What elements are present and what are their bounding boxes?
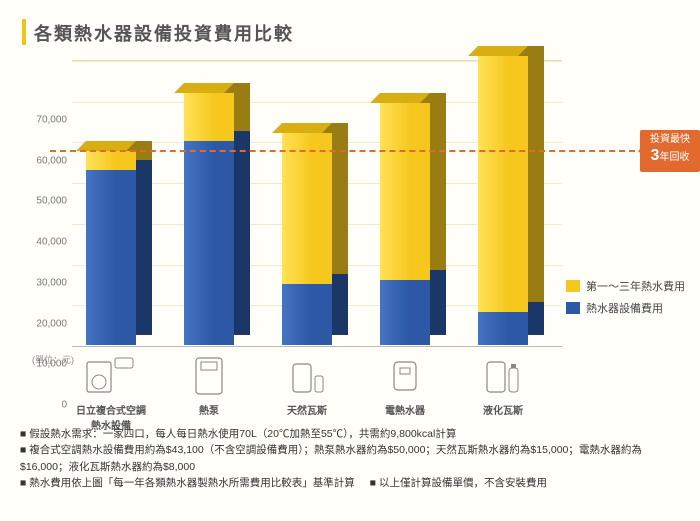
title-accent <box>22 19 26 45</box>
gas-cylinder-icon <box>267 356 347 401</box>
legend-item: 熱水器設備費用 <box>566 300 685 316</box>
footnotes: 假設熱水需求：一家四口，每人每日熱水使用70L（20℃加熱至55℃），共需約9,… <box>20 426 680 491</box>
x-axis <box>72 346 562 347</box>
note-3: 熱水費用依上圖「每一年各類熱水器製熱水所需費用比較表」基準計算 <box>20 477 355 489</box>
y-tick-label: 10,000 <box>22 359 67 370</box>
electric-heater-icon <box>365 356 445 399</box>
chart: 日立複合式空調熱水設備熱泵天然瓦斯電熱水器液化瓦斯 (單位：元) 010,000… <box>22 60 562 390</box>
y-tick-label: 20,000 <box>22 318 67 329</box>
bar <box>86 151 150 345</box>
legend-item: 第一～三年熱水費用 <box>566 278 685 294</box>
heat-pump-icon <box>169 356 249 401</box>
reference-line <box>50 150 645 152</box>
ac-outdoor+indoor-icon <box>71 356 151 401</box>
note-1: 假設熱水需求：一家四口，每人每日熱水使用70L（20℃加熱至55℃），共需約9,… <box>20 426 680 442</box>
bar <box>380 103 444 345</box>
y-tick-label: 70,000 <box>22 115 67 126</box>
device-icons-row <box>72 356 562 400</box>
ref-top: 投資最快 <box>650 134 690 145</box>
bar <box>478 56 542 345</box>
y-tick-label: 0 <box>22 400 67 411</box>
legend-label: 第一～三年熱水費用 <box>586 278 685 294</box>
plot-area <box>72 60 562 345</box>
legend-label: 熱水器設備費用 <box>586 300 663 316</box>
note-2: 複合式空調熱水設備費用約為$43,100（不含空調設備費用）；熱泵熱水器約為$5… <box>20 442 680 475</box>
x-label: 天然瓦斯 <box>267 402 347 417</box>
legend-swatch-blue <box>566 302 580 314</box>
legend-swatch-yellow <box>566 280 580 292</box>
y-tick-label: 50,000 <box>22 196 67 207</box>
note-4: 以上僅計算設備單價，不含安裝費用 <box>370 477 547 489</box>
y-tick-label: 30,000 <box>22 277 67 288</box>
x-label: 電熱水器 <box>365 402 445 417</box>
page-title: 各類熱水器設備投資費用比較 <box>34 20 294 46</box>
ref-bot: 年回收 <box>659 152 689 163</box>
reference-callout: 投資最快 3年回收 <box>640 130 700 172</box>
x-label: 熱泵 <box>169 402 249 417</box>
y-tick-label: 40,000 <box>22 237 67 248</box>
y-tick-label: 60,000 <box>22 155 67 166</box>
bar <box>282 133 346 345</box>
x-label: 液化瓦斯 <box>463 402 543 417</box>
lpg-cylinder-icon <box>463 356 543 401</box>
bar <box>184 93 248 345</box>
legend: 第一～三年熱水費用 熱水器設備費用 <box>566 278 685 322</box>
